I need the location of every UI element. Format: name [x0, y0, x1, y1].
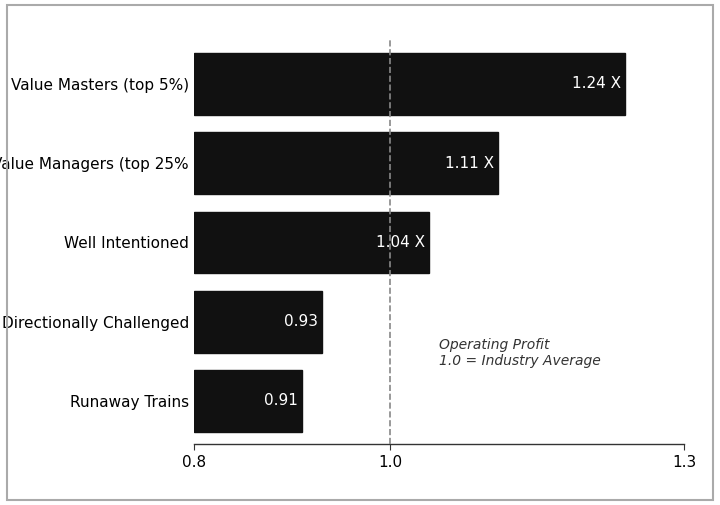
Text: 0.93: 0.93	[284, 314, 318, 329]
Bar	[194, 53, 625, 115]
Text: Operating Profit
1.0 = Industry Average: Operating Profit 1.0 = Industry Average	[439, 338, 601, 369]
Bar	[194, 212, 429, 273]
Text: 1.04 X: 1.04 X	[377, 235, 426, 250]
Text: 0.91: 0.91	[264, 393, 298, 409]
Text: 1.24 X: 1.24 X	[572, 76, 621, 91]
Bar	[194, 132, 498, 194]
Text: 1.11 X: 1.11 X	[445, 156, 494, 171]
Bar	[194, 291, 322, 352]
Bar	[194, 370, 302, 432]
